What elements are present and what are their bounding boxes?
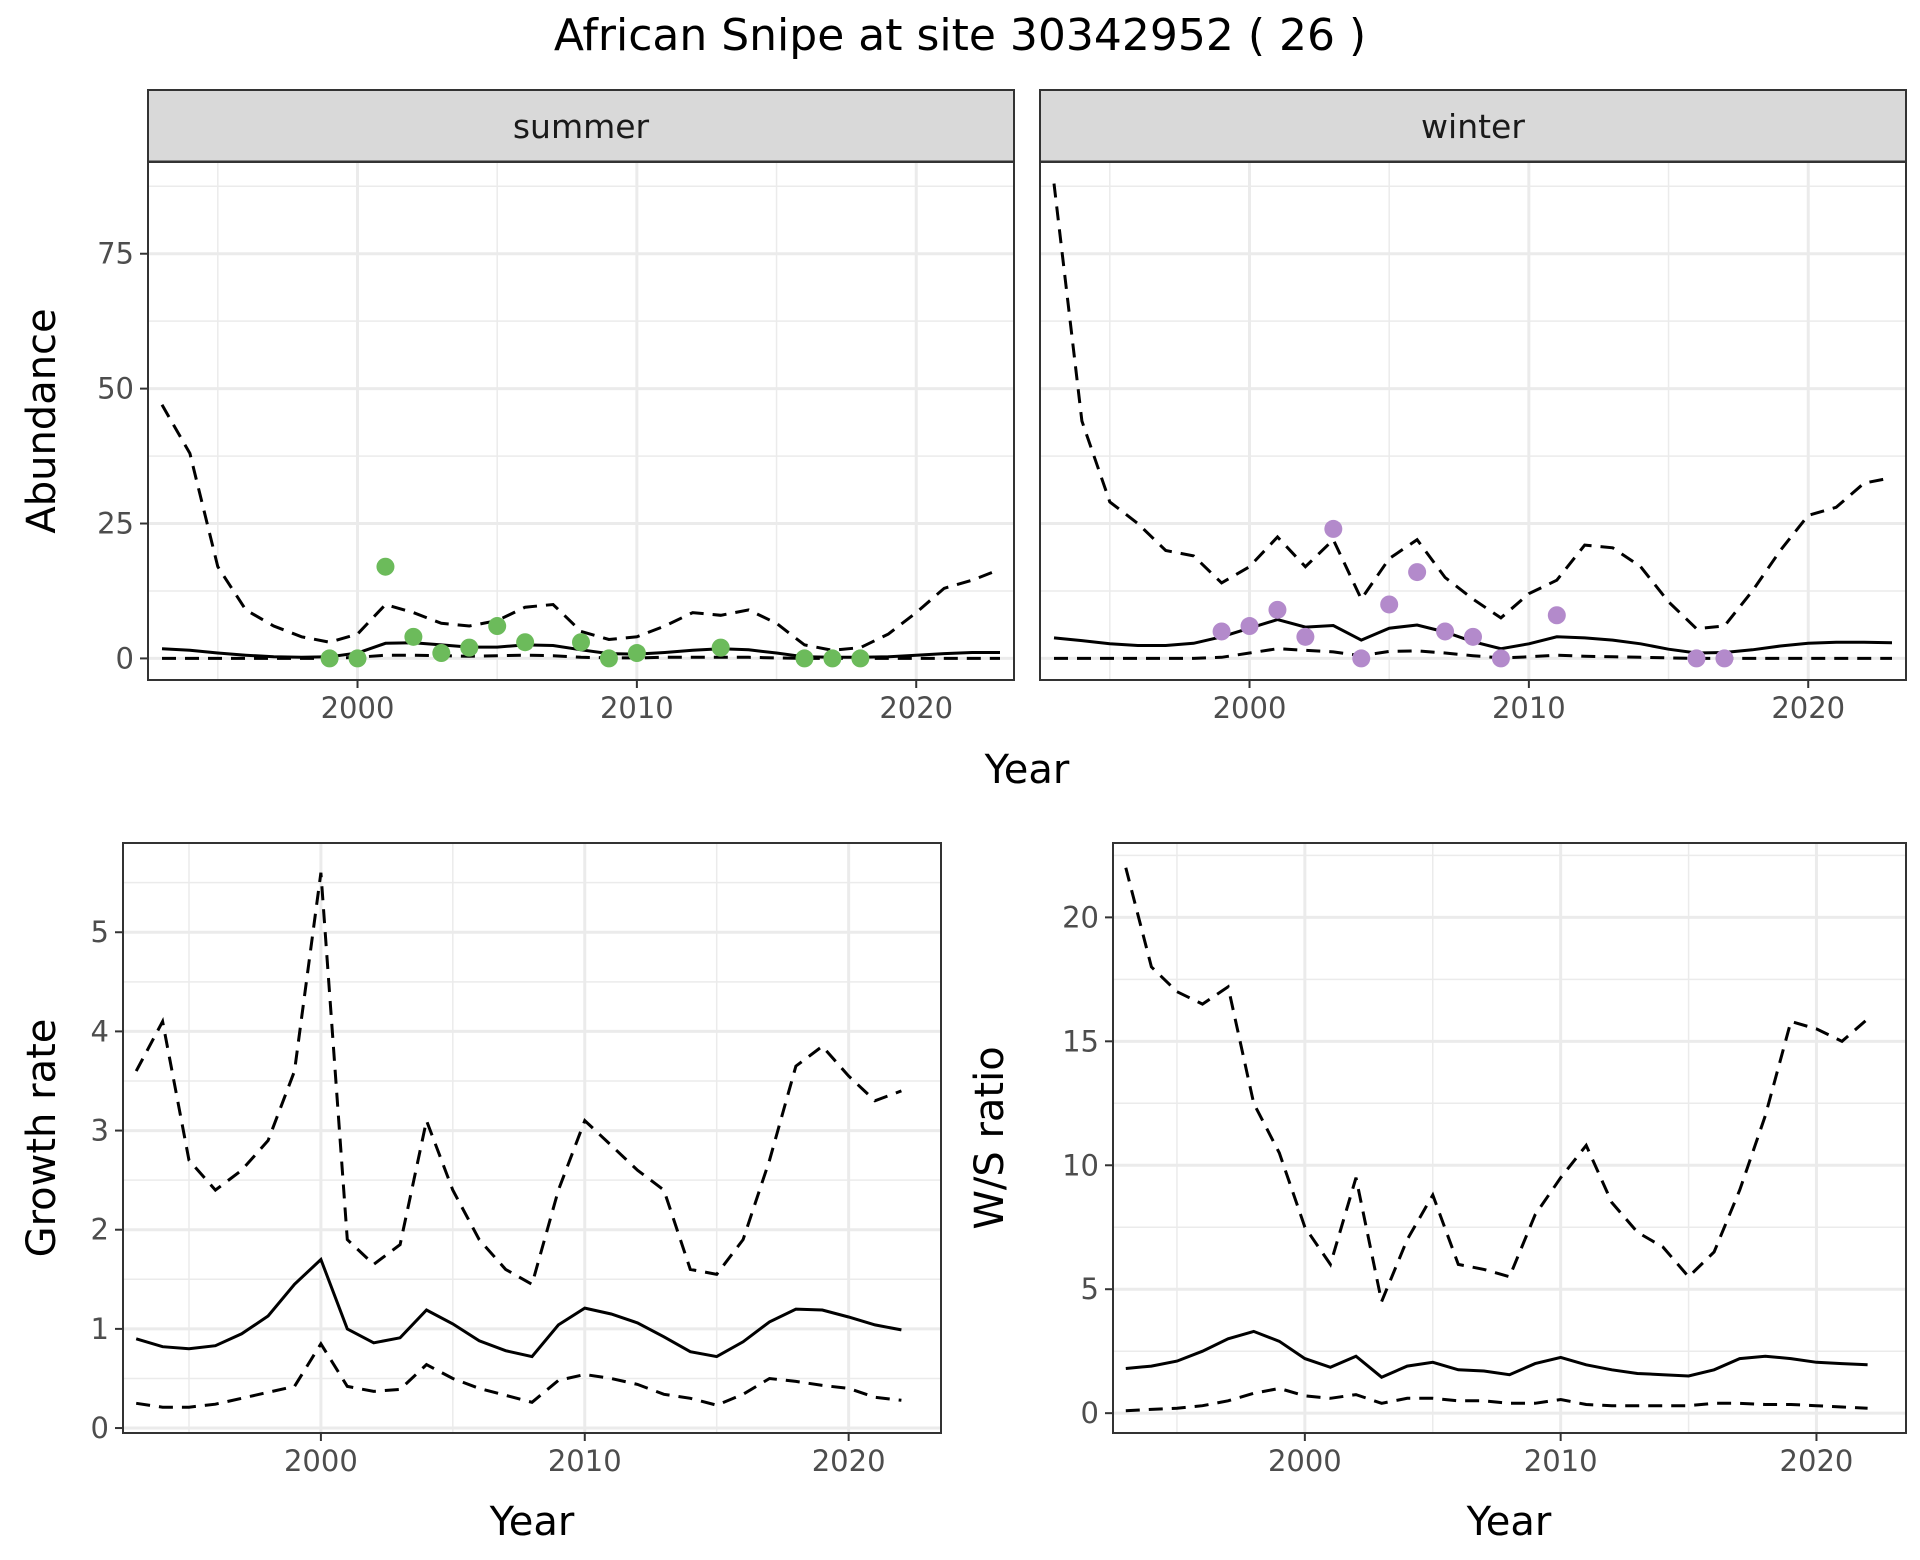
growth-y-tick-label: 4 [91,1014,109,1048]
summer-y-tick-label: 0 [116,641,134,675]
winter-observed-point [1268,600,1287,619]
summer-strip-label: summer [513,107,650,146]
winter-strip-label: winter [1421,107,1525,146]
abundance-y-axis-title: Abundance [19,308,65,533]
summer-observed-point [516,633,535,652]
chart-title: African Snipe at site 30342952 ( 26 ) [554,10,1366,61]
growth-x-tick-label: 2000 [284,1444,358,1478]
growth-x-axis-title: Year [489,1499,575,1545]
growth-panel [123,843,941,1433]
winter-observed-point [1436,622,1455,641]
growth-upper-bound-line [134,872,902,1287]
growth-y-tick-label: 5 [91,915,109,949]
growth-x-tick-label: 2020 [812,1444,886,1478]
winter-observed-point [1464,627,1482,646]
summer-observed-point [795,649,814,668]
summer-y-tick-label: 25 [97,507,134,541]
winter-observed-point [1547,606,1566,625]
winter-observed-point [1212,622,1231,641]
summer-x-tick-label: 2010 [600,691,674,725]
winter-observed-point [1491,649,1510,668]
winter-lower-bound-line [1054,647,1892,660]
winter-x-tick-label: 2000 [1213,691,1287,725]
ws-mean-line [1125,1329,1868,1379]
ws-panel [1113,843,1906,1433]
growth-rate-chart: 2000 2010 2020 0 1 2 3 4 5 [91,842,942,1478]
ws-x-tick-label: 2010 [1524,1444,1598,1478]
winter-upper-bound-line [1052,183,1893,631]
winter-observed-point [1408,563,1427,582]
summer-observed-point [823,649,842,668]
ws-y-tick-label: 20 [1062,900,1099,934]
summer-observed-point [460,638,479,657]
summer-observed-point [432,644,451,663]
ws-y-tick-label: 10 [1062,1148,1099,1182]
winter-x-tick-label: 2020 [1771,691,1845,725]
ws-y-tick-label: 15 [1062,1024,1099,1058]
summer-observed-point [376,557,395,576]
ws-x-tick-label: 2020 [1780,1444,1854,1478]
abundance-x-axis-title: Year [984,747,1070,793]
growth-mean-line [135,1256,902,1359]
summer-x-tick-label: 2020 [879,691,953,725]
winter-strip [1039,89,1907,163]
winter-observed-point [1324,519,1343,538]
summer-observed-point [348,649,367,668]
growth-y-axis-title: Growth rate [19,1019,65,1258]
summer-panel [148,162,1014,680]
winter-observed-point [1352,649,1371,668]
winter-x-tick-label: 2010 [1492,691,1566,725]
growth-x-tick-label: 2010 [548,1444,622,1478]
winter-observed-point [1687,649,1706,668]
summer-observed-point [404,627,423,646]
winter-panel [1040,162,1906,680]
summer-observed-point [572,633,590,652]
summer-strip [147,89,1015,163]
winter-observed-point [1240,617,1259,636]
summer-upper-bound-line [160,404,1001,652]
summer-facet: summer 2000 2010 2020 0 25 50 75 [97,89,1015,725]
summer-y-tick-label: 75 [97,237,134,271]
winter-observed-point [1715,649,1734,668]
ws-x-tick-label: 2000 [1268,1444,1342,1478]
summer-observed-point [599,649,618,668]
summer-y-tick-label: 50 [97,372,134,406]
ws-lower-bound-line [1125,1386,1868,1413]
summer-observed-point [851,649,870,668]
summer-x-tick-label: 2000 [321,691,395,725]
winter-observed-point [1296,627,1315,646]
growth-lower-bound-line [135,1340,902,1409]
summer-observed-point [711,638,730,657]
ws-y-tick-label: 0 [1081,1396,1099,1430]
growth-y-tick-label: 3 [91,1114,109,1148]
ws-y-tick-label: 5 [1081,1272,1099,1306]
growth-y-tick-label: 1 [91,1312,109,1346]
ws-y-axis-title: W/S ratio [967,1046,1013,1229]
winter-facet: winter 2000 2010 2020 [1039,89,1907,725]
summer-observed-point [488,617,507,636]
ws-upper-bound-line [1124,867,1869,1307]
summer-observed-point [320,649,339,668]
ws-x-axis-title: Year [1466,1499,1552,1545]
growth-y-tick-label: 0 [91,1411,109,1445]
growth-y-tick-label: 2 [91,1213,109,1247]
ws-ratio-chart: 2000 2010 2020 0 5 10 15 20 [1062,842,1907,1478]
winter-observed-point [1380,595,1399,614]
summer-observed-point [627,644,646,663]
